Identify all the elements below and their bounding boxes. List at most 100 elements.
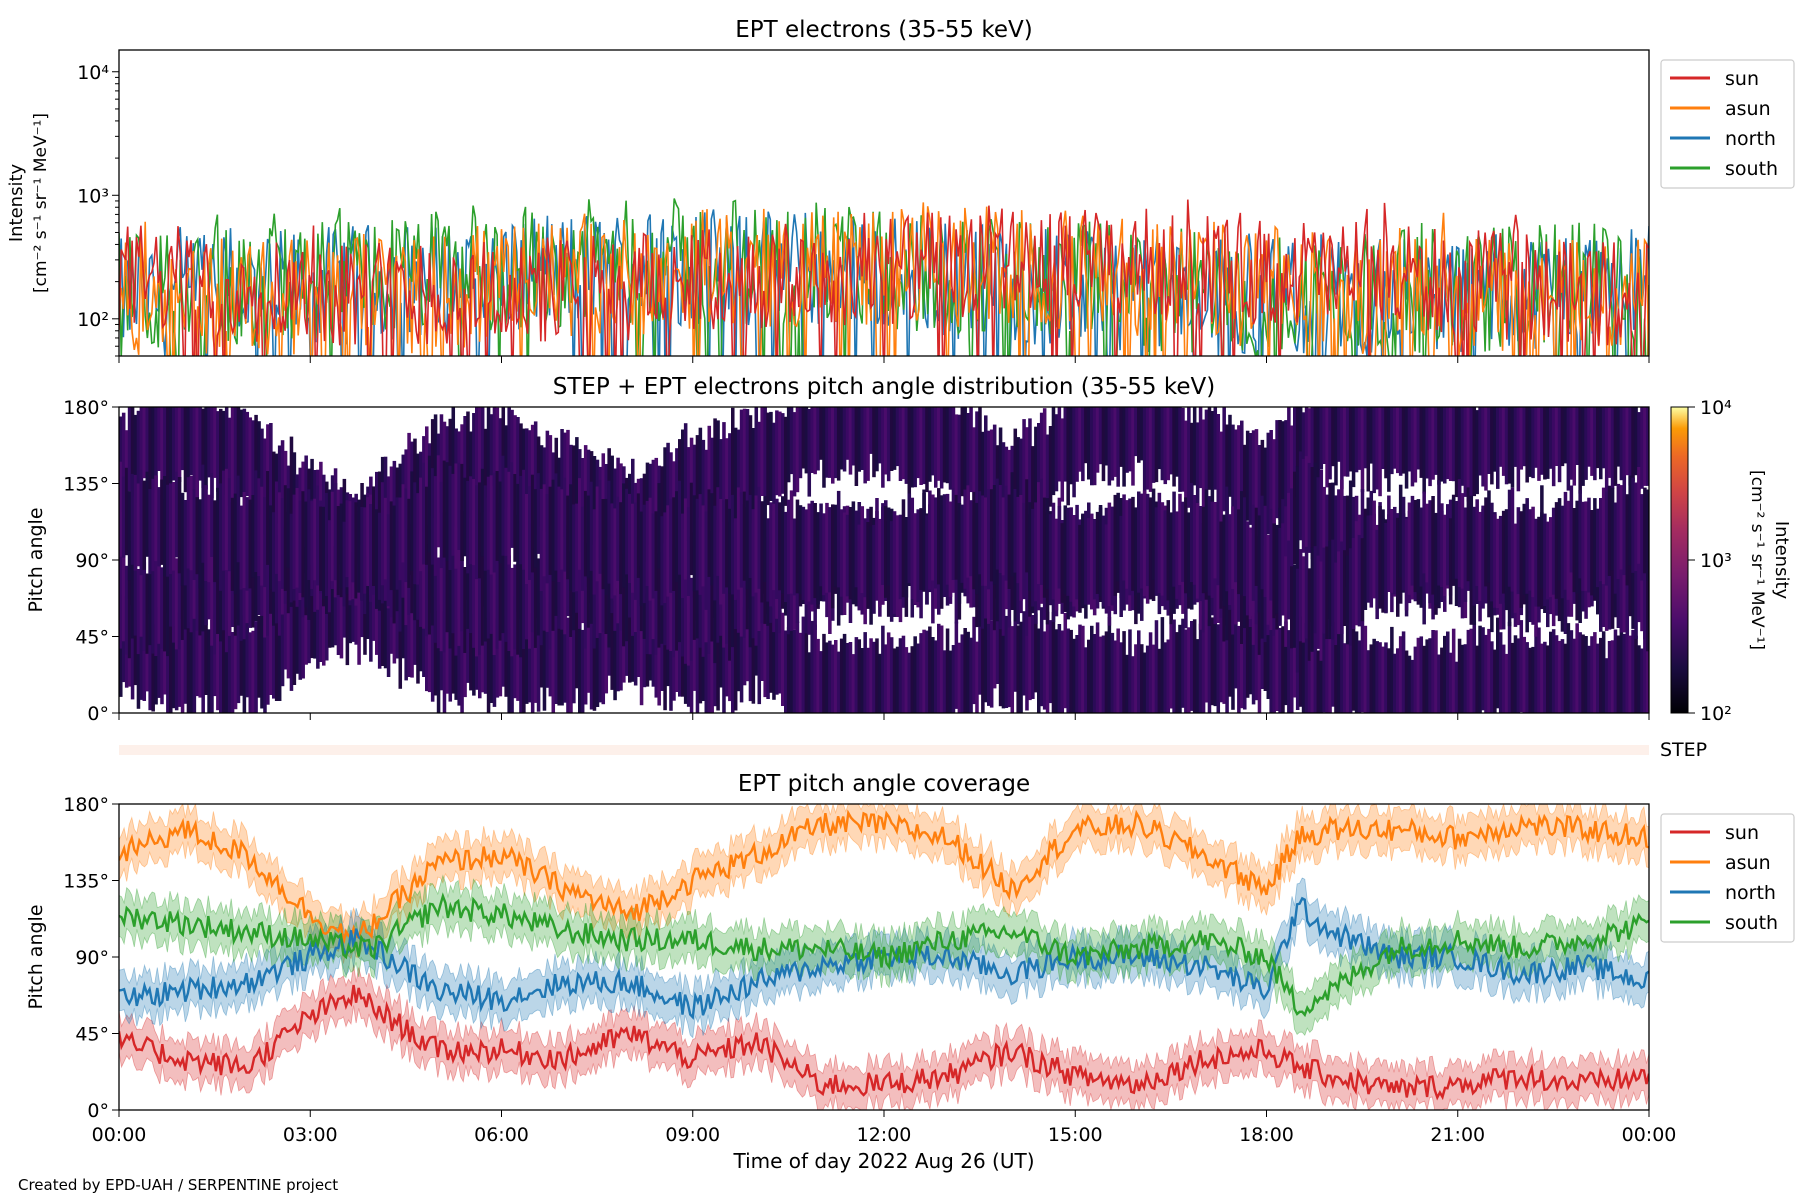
heatmap-cell <box>460 463 464 561</box>
heatmap-cell <box>710 437 714 531</box>
heatmap-cell <box>272 592 276 699</box>
heatmap-cell <box>1278 627 1282 713</box>
heatmap-cell <box>1540 643 1544 713</box>
heatmap-cell <box>678 480 682 575</box>
heatmap-cell <box>377 569 382 669</box>
heatmap-cell <box>839 509 844 597</box>
heatmap-cell <box>327 520 332 613</box>
heatmap-cell <box>133 605 138 686</box>
heatmap-cell <box>1575 407 1579 465</box>
heatmap-cell <box>1454 501 1459 579</box>
heatmap-cell <box>625 488 629 575</box>
heatmap-cell <box>1390 626 1394 713</box>
heatmap-cell <box>1381 407 1385 469</box>
heatmap-cell <box>1257 515 1262 613</box>
heatmap-cell <box>869 638 873 713</box>
heatmap-cell <box>1125 407 1129 473</box>
heatmap-cell <box>998 543 1003 630</box>
heatmap-cell <box>1428 500 1432 604</box>
heatmap-cell <box>448 598 453 702</box>
heatmap-cell <box>1593 498 1597 597</box>
heatmap-cell <box>569 484 573 591</box>
heatmap-cell <box>660 599 664 691</box>
heatmap-cell <box>1446 631 1450 713</box>
heatmap-cell <box>480 407 485 513</box>
heatmap-cell <box>1287 630 1291 713</box>
heatmap-cell <box>651 459 656 556</box>
heatmap-cell <box>1075 407 1079 482</box>
heatmap-cell <box>1381 509 1385 600</box>
heatmap-cell <box>166 557 170 657</box>
heatmap-cell <box>1590 510 1594 596</box>
heatmap-cell <box>192 615 197 713</box>
heatmap-cell <box>992 424 997 514</box>
heatmap-cell <box>1245 521 1250 616</box>
heatmap-cell <box>510 627 514 713</box>
heatmap-cell <box>1234 499 1238 583</box>
heatmap-cell <box>683 578 688 664</box>
heatmap-cell <box>1148 407 1153 492</box>
heatmap-cell <box>725 499 729 588</box>
heatmap-cell <box>1275 420 1279 519</box>
heatmap-cell <box>466 599 470 683</box>
heatmap-cell <box>1154 620 1159 713</box>
heatmap-cell <box>860 648 865 713</box>
heatmap-cell <box>1110 407 1115 481</box>
heatmap-cell <box>863 632 867 713</box>
heatmap-cell <box>845 643 850 713</box>
heatmap-cell <box>430 529 435 626</box>
heatmap-cell <box>569 619 573 713</box>
heatmap-cell <box>1475 410 1479 495</box>
heatmap-cell <box>454 463 458 569</box>
heatmap-cell <box>1578 407 1582 494</box>
heatmap-cell <box>636 537 641 631</box>
heatmap-cell <box>580 506 585 591</box>
heatmap-cell <box>1601 631 1606 713</box>
heatmap-cell <box>257 478 261 577</box>
heatmap-cell <box>1022 611 1026 696</box>
heatmap-cell <box>536 618 541 712</box>
heatmap-cell <box>436 611 441 713</box>
heatmap-cell <box>589 603 594 710</box>
heatmap-cell <box>469 607 473 691</box>
panel3-title: EPT pitch angle coverage <box>738 771 1030 797</box>
heatmap-cell <box>1469 495 1474 590</box>
heatmap-cell <box>198 606 202 698</box>
heatmap-cell <box>304 501 308 608</box>
heatmap-cell <box>1178 493 1182 585</box>
heatmap-cell <box>1437 480 1441 586</box>
heatmap-cell <box>798 407 803 479</box>
heatmap-cell <box>707 558 712 654</box>
heatmap-cell <box>157 407 161 471</box>
heatmap-cell <box>1134 507 1138 596</box>
heatmap-cell <box>1210 411 1215 505</box>
heatmap-cell <box>124 467 129 556</box>
heatmap-cell <box>954 414 959 509</box>
heatmap-cell <box>548 553 553 650</box>
heatmap-cell <box>989 429 994 523</box>
heatmap-cell <box>1113 407 1118 477</box>
heatmap-cell <box>1254 507 1259 586</box>
heatmap-cell <box>978 608 982 695</box>
heatmap-cell <box>151 478 155 572</box>
heatmap-cell <box>1484 634 1488 713</box>
heatmap-cell <box>504 425 508 510</box>
heatmap-cell <box>1607 407 1612 478</box>
heatmap-cell <box>1334 562 1338 645</box>
heatmap-cell <box>886 632 891 713</box>
heatmap-cell <box>725 548 729 644</box>
heatmap-cell <box>1319 407 1324 470</box>
heatmap-cell <box>392 505 397 591</box>
heatmap-cell <box>448 556 453 649</box>
heatmap-cell <box>1298 549 1303 642</box>
heatmap-cell <box>266 539 270 636</box>
heatmap-cell <box>1534 518 1538 607</box>
heatmap-cell <box>566 495 570 580</box>
heatmap-cell <box>145 407 150 494</box>
heatmap-cell <box>139 539 144 637</box>
heatmap-cell <box>948 650 953 713</box>
heatmap-cell <box>251 420 255 503</box>
heatmap-cell <box>801 407 806 469</box>
heatmap-cell <box>1263 558 1268 643</box>
heatmap-cell <box>166 484 170 577</box>
